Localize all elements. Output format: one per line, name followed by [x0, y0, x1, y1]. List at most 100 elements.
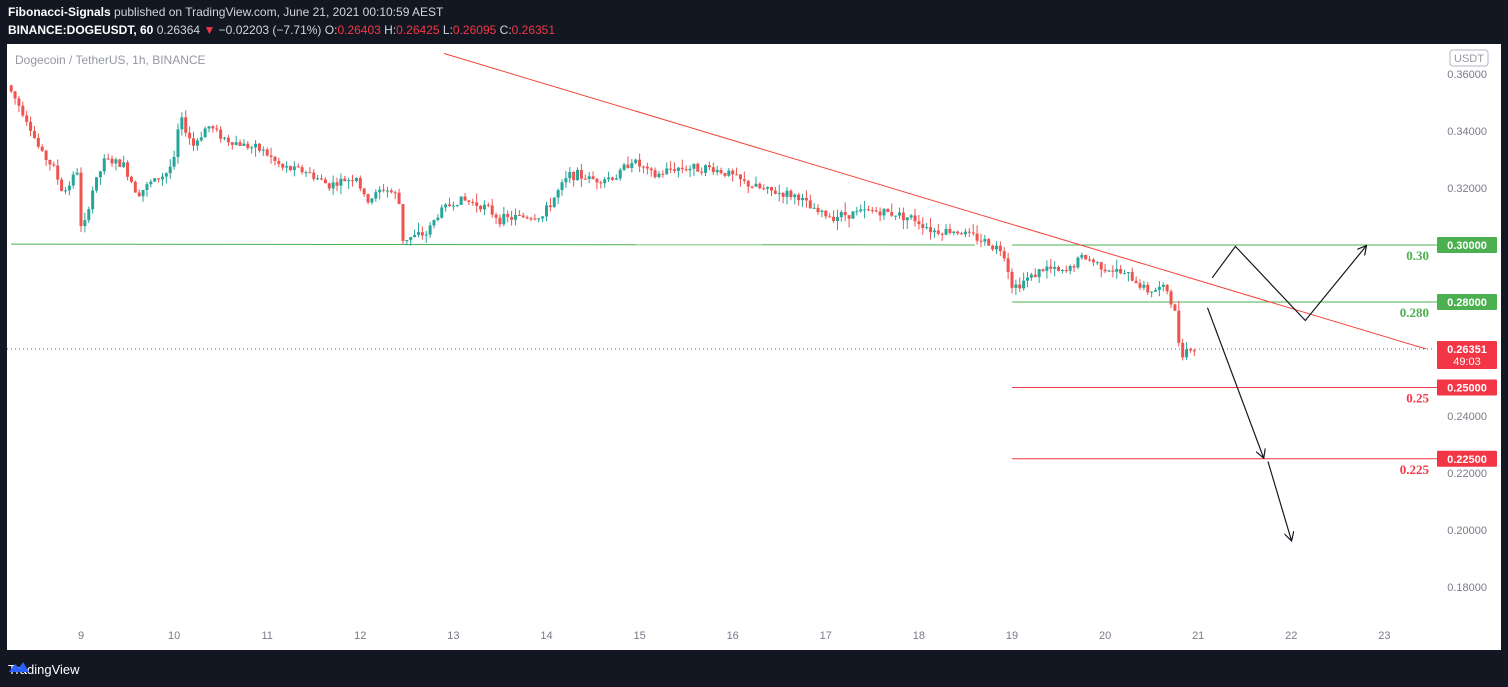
candle — [203, 126, 207, 138]
candle — [1150, 291, 1154, 298]
candle — [1037, 268, 1041, 284]
candle — [459, 196, 463, 206]
candle — [110, 155, 114, 167]
y-tick-label: 0.32000 — [1447, 183, 1487, 195]
candle — [420, 226, 424, 240]
candle — [878, 207, 882, 222]
y-tick-label: 0.20000 — [1447, 525, 1487, 537]
support-line[interactable] — [11, 243, 975, 246]
candle — [455, 204, 459, 208]
candle — [665, 162, 669, 176]
candle — [641, 165, 645, 174]
candle — [265, 147, 269, 157]
candle — [704, 164, 708, 177]
candle — [347, 177, 351, 189]
candle — [719, 167, 723, 175]
candle — [1126, 272, 1130, 282]
x-tick-label: 17 — [820, 630, 832, 642]
candle — [917, 215, 921, 230]
candle — [1154, 287, 1158, 292]
candle — [804, 190, 808, 208]
level-label: 0.25 — [1406, 391, 1429, 406]
candle — [308, 167, 312, 174]
level-price-badge-label: 0.30000 — [1447, 240, 1487, 252]
candle — [409, 236, 413, 246]
candle — [735, 167, 739, 176]
candle — [552, 197, 556, 208]
candle — [1033, 268, 1037, 278]
candle — [595, 177, 599, 190]
candle — [246, 141, 250, 150]
candle — [436, 214, 440, 222]
x-tick-label: 16 — [727, 630, 739, 642]
candle — [219, 126, 223, 143]
candle — [874, 206, 878, 213]
candle — [432, 219, 436, 229]
candle — [424, 230, 428, 243]
resistance-trendline[interactable] — [443, 53, 1427, 350]
candle — [1119, 265, 1123, 275]
projection-down-arrow-extension[interactable] — [1267, 461, 1291, 540]
candle — [521, 212, 525, 219]
candle — [1010, 268, 1014, 294]
x-tick-label: 21 — [1192, 630, 1204, 642]
x-tick-label: 15 — [633, 630, 645, 642]
candle — [366, 193, 370, 205]
candle — [393, 190, 397, 200]
candle — [378, 186, 382, 200]
candle — [975, 225, 979, 245]
candle — [1014, 279, 1018, 296]
candle — [475, 193, 479, 213]
candle — [711, 162, 715, 176]
candle — [300, 164, 304, 175]
level-price-badge — [1437, 379, 1497, 396]
candle — [234, 135, 238, 146]
candle — [1095, 261, 1099, 266]
x-tick-label: 18 — [913, 630, 925, 642]
candle — [1072, 263, 1076, 273]
candle — [448, 197, 452, 207]
candle — [525, 215, 529, 220]
candle — [1115, 259, 1119, 279]
candle — [230, 141, 234, 150]
candle — [676, 166, 680, 178]
chart-area[interactable]: 0.30 0.280 0.25 0.225 Dogecoin / TetherUS, … — [7, 44, 1501, 650]
candle — [277, 157, 281, 168]
candle — [832, 210, 836, 223]
candle — [102, 154, 106, 175]
candle — [358, 175, 362, 192]
candle — [731, 168, 735, 182]
candle — [820, 209, 824, 218]
currency-badge-label: USDT — [1454, 53, 1484, 65]
candle — [444, 203, 448, 212]
currency-badge[interactable] — [1449, 49, 1489, 67]
candle — [191, 131, 195, 152]
level-label: 0.30 — [1406, 248, 1429, 263]
projection-down-arrow[interactable] — [1206, 307, 1264, 458]
candle — [1045, 260, 1049, 279]
candle — [1084, 254, 1088, 260]
candle — [944, 224, 948, 236]
candle — [269, 147, 273, 164]
candle — [645, 162, 649, 175]
candle — [723, 172, 727, 178]
candle — [766, 186, 770, 194]
candle — [847, 214, 851, 228]
brand-label[interactable]: TradingView — [8, 661, 80, 677]
candle — [1130, 267, 1134, 282]
candle — [153, 177, 157, 182]
y-tick-label: 0.18000 — [1447, 582, 1487, 594]
candle — [48, 159, 52, 171]
price-chart[interactable]: 0.30 0.280 0.25 0.225 Dogecoin / TetherUS, … — [7, 44, 1501, 650]
candle — [98, 170, 102, 186]
candle — [901, 207, 905, 230]
author-name[interactable]: Fibonacci-Signals — [8, 5, 111, 19]
candle — [223, 136, 227, 141]
projection-up-arrow[interactable] — [1211, 246, 1366, 322]
candle — [79, 167, 83, 233]
candle — [87, 206, 91, 223]
candle — [707, 161, 711, 171]
candle — [351, 174, 355, 187]
candle — [533, 214, 537, 221]
level-label: 0.280 — [1400, 305, 1429, 320]
